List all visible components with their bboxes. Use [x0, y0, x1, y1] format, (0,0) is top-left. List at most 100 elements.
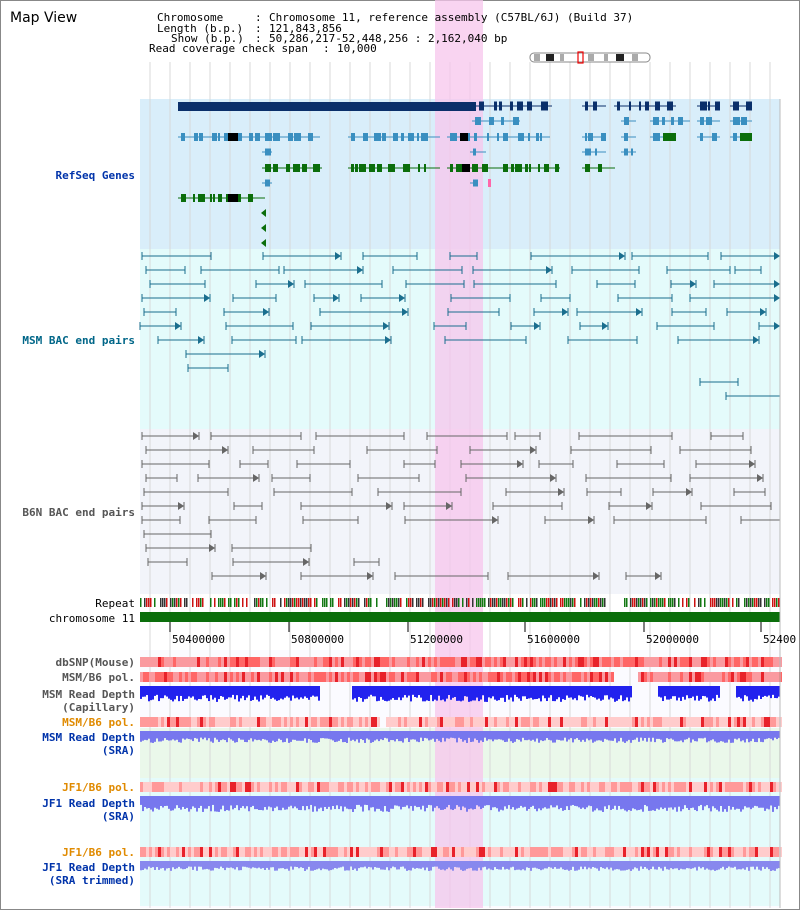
depth-bar: [328, 861, 330, 871]
depth-bar: [218, 861, 220, 869]
depth-bar: [764, 686, 766, 696]
track-label-msm-bac[interactable]: MSM BAC end pairs: [22, 334, 135, 347]
gene-exon: [700, 133, 703, 141]
gene-exon: [593, 101, 597, 111]
depth-bar: [316, 796, 318, 812]
heat-cell: [635, 717, 638, 727]
depth-bar: [758, 861, 760, 870]
depth-bar: [220, 861, 222, 867]
repeat-element: [272, 598, 274, 607]
repeat-element: [166, 598, 168, 607]
depth-bar: [344, 861, 346, 871]
depth-bar: [352, 686, 354, 700]
heat-cell: [674, 847, 677, 857]
depth-bar: [462, 796, 464, 807]
depth-bar: [262, 861, 264, 869]
heat-cell: [395, 782, 398, 792]
heat-cell: [173, 657, 176, 667]
depth-bar: [408, 686, 410, 696]
heat-cell: [371, 672, 374, 682]
repeat-element: [644, 598, 646, 607]
depth-bar: [330, 796, 332, 810]
repeat-element: [632, 598, 634, 607]
depth-bar: [142, 861, 144, 870]
depth-bar: [566, 796, 568, 807]
heat-cell: [581, 717, 584, 727]
heat-cell: [227, 672, 230, 682]
heat-cell: [599, 782, 602, 792]
depth-bar: [676, 796, 678, 812]
heat-cell: [257, 657, 260, 667]
heat-cell: [638, 657, 641, 667]
heat-cell: [326, 717, 329, 727]
depth-bar: [522, 686, 524, 697]
depth-bar: [776, 731, 778, 740]
depth-bar: [718, 861, 720, 870]
depth-bar: [362, 796, 364, 812]
depth-bar: [478, 796, 480, 807]
depth-bar: [352, 796, 354, 812]
repeat-element: [472, 598, 474, 607]
heat-cell: [170, 657, 173, 667]
depth-bar: [538, 686, 540, 699]
repeat-element: [452, 598, 454, 607]
depth-bar: [452, 686, 454, 698]
depth-bar: [442, 686, 444, 700]
heat-cell: [143, 717, 146, 727]
heat-cell: [182, 782, 185, 792]
depth-bar: [652, 731, 654, 738]
heat-cell: [329, 672, 332, 682]
depth-bar: [542, 861, 544, 870]
heat-cell: [689, 717, 692, 727]
heat-cell: [515, 717, 518, 727]
heat-cell: [710, 847, 713, 857]
heat-cell: [362, 717, 365, 727]
depth-bar: [306, 796, 308, 807]
depth-bar: [678, 861, 680, 871]
depth-bar: [488, 861, 490, 869]
depth-bar: [150, 796, 152, 810]
heat-cell: [755, 847, 758, 857]
heat-cell: [494, 717, 497, 727]
repeat-element: [448, 598, 450, 607]
depth-bar: [686, 731, 688, 740]
heat-cell: [260, 657, 263, 667]
gene-exon: [715, 101, 720, 111]
heat-cell: [449, 847, 452, 857]
depth-bar: [488, 796, 490, 806]
heat-cell: [191, 657, 194, 667]
heat-cell: [317, 672, 320, 682]
gene-exon: [529, 164, 531, 172]
depth-bar: [184, 731, 186, 740]
heat-cell: [743, 672, 746, 682]
heat-cell: [581, 782, 584, 792]
depth-bar: [542, 686, 544, 696]
depth-bar: [626, 796, 628, 812]
heat-cell: [575, 782, 578, 792]
track-label-refseq[interactable]: RefSeq Genes: [55, 169, 135, 182]
depth-bar: [554, 796, 556, 808]
depth-bar: [524, 686, 526, 697]
heat-cell: [776, 782, 779, 792]
gene-exon: [733, 117, 740, 125]
depth-bar: [296, 686, 298, 698]
heat-cell: [734, 657, 737, 667]
heat-cell: [614, 657, 617, 667]
heat-cell: [206, 717, 209, 727]
depth-bar: [166, 686, 168, 697]
heat-cell: [194, 657, 197, 667]
track-label-b6n-bac[interactable]: B6N BAC end pairs: [22, 506, 135, 519]
depth-bar: [168, 796, 170, 809]
depth-bar: [514, 686, 516, 695]
depth-bar: [566, 731, 568, 742]
repeat-element: [180, 598, 182, 607]
heat-cell: [212, 847, 215, 857]
heat-cell: [482, 717, 485, 727]
depth-bar: [338, 861, 340, 868]
heat-cell: [626, 782, 629, 792]
depth-bar: [230, 686, 232, 698]
repeat-element: [494, 598, 496, 607]
depth-bar: [552, 686, 554, 702]
heat-cell: [233, 782, 236, 792]
